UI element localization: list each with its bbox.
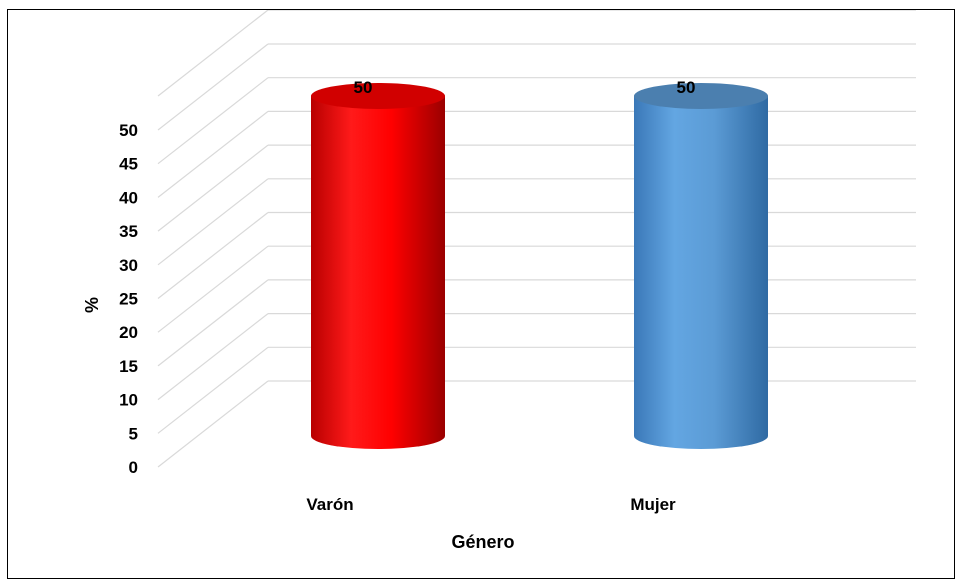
y-axis-ticks: 0 5 10 15 20 25 30 35 40 45 50 [119, 121, 138, 477]
bars: 50 50 [311, 78, 768, 449]
gridline-depth [157, 144, 269, 232]
x-axis-label: Género [451, 532, 514, 552]
bar-top [634, 83, 768, 109]
y-tick-label: 45 [119, 155, 138, 174]
gridline-depth [157, 245, 269, 333]
y-tick-label: 40 [119, 188, 138, 207]
gridline-depth [157, 346, 269, 434]
gridlines [157, 9, 916, 468]
y-tick-label: 30 [119, 256, 138, 275]
y-tick-label: 20 [119, 323, 138, 342]
bar-varón: 50 [311, 78, 445, 449]
gridline-depth [157, 110, 269, 198]
gridline-depth [157, 380, 269, 468]
gridline-depth [157, 279, 269, 367]
gridline-depth [157, 212, 269, 299]
gridline-depth [157, 43, 269, 131]
data-label: 50 [677, 78, 696, 97]
y-tick-label: 10 [119, 391, 138, 410]
x-axis-ticks: Varón Mujer [306, 495, 676, 514]
bar-top [311, 83, 445, 109]
gridline-depth [157, 313, 269, 401]
y-tick-label: 5 [129, 424, 138, 443]
y-tick-label: 35 [119, 222, 138, 241]
y-tick-label: 15 [119, 357, 138, 376]
y-tick-label: 50 [119, 121, 138, 140]
bar-body [634, 96, 768, 449]
x-tick-label: Mujer [630, 495, 676, 514]
x-tick-label: Varón [306, 495, 353, 514]
bar-mujer: 50 [634, 78, 768, 449]
chart-frame: 0 5 10 15 20 25 30 35 40 45 50 50 50 Varón Mujer % G… [7, 9, 955, 579]
data-label: 50 [354, 78, 373, 97]
y-tick-label: 0 [129, 458, 138, 477]
gridline-depth [157, 77, 269, 165]
y-axis-label: % [82, 297, 102, 313]
gridline-depth [157, 178, 269, 266]
y-tick-label: 25 [119, 290, 138, 309]
gridline-depth [157, 9, 269, 97]
bar-body [311, 96, 445, 449]
